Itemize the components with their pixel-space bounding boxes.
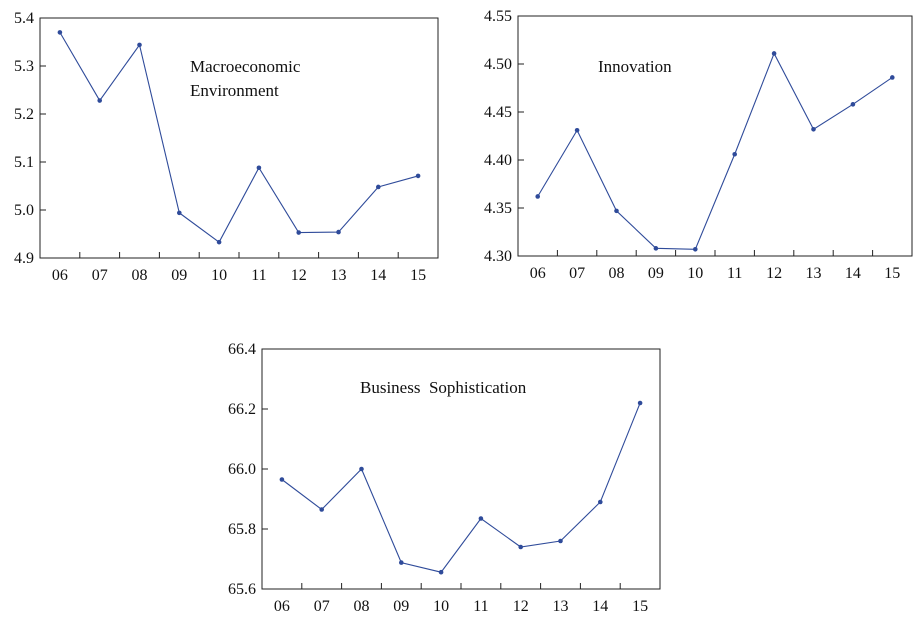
x-tick-label: 07	[92, 267, 108, 284]
data-point-09	[653, 246, 659, 251]
y-tick-label: 5.2	[14, 106, 34, 123]
data-point-09	[177, 210, 182, 216]
x-tick-label: 14	[370, 267, 386, 284]
y-tick-label: 5.4	[14, 10, 34, 27]
data-point-10	[216, 239, 222, 245]
chart-annotation: Environment	[190, 81, 279, 100]
x-tick-label: 09	[171, 267, 187, 284]
data-point-06	[279, 477, 285, 482]
x-tick-label: 13	[331, 267, 347, 284]
x-tick-label: 07	[314, 598, 330, 615]
y-tick-label: 4.40	[484, 152, 512, 169]
data-point-14	[598, 499, 603, 505]
x-tick-label: 10	[433, 598, 449, 615]
chart-macroeconomic-environment: 4.9 5.0 5.1 5.2 5.3 5.4 06 07 08 09 10 11 12 13 14 15 Ma…	[14, 10, 439, 284]
chart-annotation: Innovation	[598, 57, 672, 76]
data-point-15	[890, 75, 895, 80]
x-tick-label: 11	[473, 598, 488, 615]
x-tick-label: 07	[569, 265, 585, 282]
y-tick-label: 5.3	[14, 58, 34, 75]
x-tick-label: 13	[806, 265, 822, 282]
chart-annotation: Macroeconomic	[190, 57, 301, 76]
data-point-12	[771, 51, 777, 56]
x-tick-label: 08	[354, 598, 370, 615]
x-tick-label: 14	[592, 598, 608, 615]
data-point-13	[811, 126, 816, 132]
series-line	[59, 32, 419, 243]
chart-annotation: Business Sophistication	[360, 378, 527, 397]
data-point-14	[376, 184, 381, 190]
y-tick-label: 4.45	[484, 104, 512, 121]
data-point-08	[614, 208, 619, 214]
series-line	[281, 402, 641, 573]
y-tick-label: 4.9	[14, 250, 34, 267]
data-point-13	[336, 229, 341, 235]
data-point-10	[438, 569, 444, 575]
data-point-12	[518, 544, 523, 550]
data-point-06	[535, 194, 540, 199]
y-tick-label: 4.50	[484, 56, 512, 73]
data-point-13	[558, 538, 563, 544]
data-point-07	[574, 127, 580, 133]
chart-innovation: 4.30 4.35 4.40 4.45 4.50 4.55 06 07 08 09 10 11 12 13…	[484, 8, 913, 282]
x-tick-label: 06	[52, 267, 68, 284]
x-tick-label: 13	[553, 598, 569, 615]
x-tick-label: 12	[513, 598, 529, 615]
data-point-08	[137, 42, 142, 48]
series-line	[537, 52, 893, 250]
x-tick-label: 12	[291, 267, 307, 284]
x-tick-label: 06	[530, 265, 546, 282]
x-tick-label: 11	[727, 265, 742, 282]
y-tick-label: 66.0	[228, 461, 256, 478]
x-tick-label: 09	[648, 265, 664, 282]
x-tick-label: 12	[766, 265, 782, 282]
data-point-07	[319, 507, 325, 512]
data-point-08	[359, 466, 364, 472]
x-tick-label: 11	[251, 267, 266, 284]
data-point-15	[415, 173, 421, 179]
x-tick-label: 14	[845, 265, 861, 282]
x-tick-label: 09	[393, 598, 409, 615]
data-point-14	[850, 102, 856, 107]
y-tick-label: 5.0	[14, 202, 34, 219]
x-tick-label: 15	[884, 265, 900, 282]
y-tick-label: 66.2	[228, 401, 256, 418]
x-tick-label: 10	[211, 267, 227, 284]
plot-frame	[517, 15, 913, 257]
plot-frame	[39, 17, 439, 259]
chart-business-sophistication: 65.6 65.8 66.0 66.2 66.4 06 07 08 09 10 11 12 13 14 15…	[228, 341, 661, 615]
data-point-12	[296, 230, 302, 235]
data-point-06	[57, 30, 63, 35]
y-tick-label: 66.4	[228, 341, 256, 358]
y-tick-label: 4.30	[484, 248, 512, 265]
y-tick-label: 65.8	[228, 521, 256, 538]
data-point-10	[693, 246, 698, 252]
x-tick-label: 15	[410, 267, 426, 284]
y-tick-label: 4.35	[484, 200, 512, 217]
x-tick-label: 08	[609, 265, 625, 282]
data-point-09	[399, 560, 404, 565]
data-point-11	[478, 516, 484, 521]
y-tick-label: 4.55	[484, 8, 512, 25]
data-point-15	[637, 400, 643, 406]
x-tick-label: 10	[687, 265, 703, 282]
data-point-07	[97, 98, 102, 103]
y-tick-label: 65.6	[228, 581, 256, 598]
x-tick-label: 08	[132, 267, 148, 284]
data-point-11	[732, 151, 737, 157]
data-point-11	[256, 165, 262, 171]
y-tick-label: 5.1	[14, 154, 34, 171]
x-tick-label: 15	[632, 598, 648, 615]
x-tick-label: 06	[274, 598, 290, 615]
